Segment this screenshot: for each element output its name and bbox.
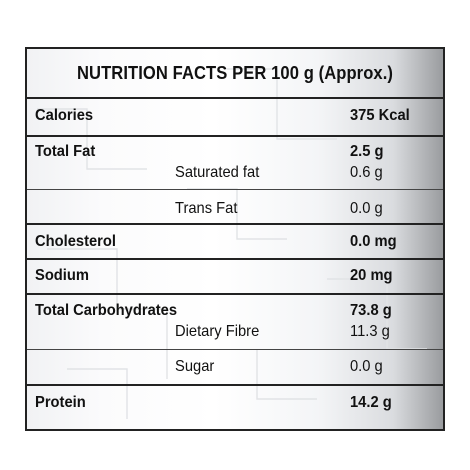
calories-label: Calories (35, 107, 94, 124)
dietary-fibre-value: 11.3 g (350, 323, 390, 340)
divider (27, 258, 443, 260)
sodium-value: 20 mg (350, 267, 393, 284)
total-carbohydrates-label: Total Carbohydrates (35, 302, 178, 319)
protein-value: 14.2 g (350, 394, 392, 411)
sugar-label: Sugar (175, 358, 215, 375)
total-carbohydrates-value: 73.8 g (350, 302, 392, 319)
nutrition-facts-panel: NUTRITION FACTS PER 100 g (Approx.) Calo… (25, 47, 445, 431)
protein-label: Protein (35, 394, 86, 411)
sugar-value: 0.0 g (350, 358, 383, 375)
divider (27, 293, 443, 295)
saturated-fat-value: 0.6 g (350, 164, 383, 181)
cholesterol-label: Cholesterol (35, 233, 116, 250)
table-title: NUTRITION FACTS PER 100 g (Approx.) (76, 62, 394, 83)
divider (27, 97, 443, 99)
dietary-fibre-label: Dietary Fibre (175, 323, 260, 340)
divider (27, 135, 443, 137)
saturated-fat-label: Saturated fat (175, 164, 260, 181)
cholesterol-value: 0.0 mg (350, 233, 397, 250)
trans-fat-label: Trans Fat (175, 200, 238, 217)
divider (27, 189, 443, 190)
trans-fat-value: 0.0 g (350, 200, 383, 217)
calories-value: 375 Kcal (350, 107, 410, 124)
total-fat-value: 2.5 g (350, 143, 384, 160)
sodium-label: Sodium (35, 267, 89, 284)
total-fat-label: Total Fat (35, 143, 96, 160)
divider (27, 384, 443, 386)
divider (27, 349, 443, 350)
divider (27, 223, 443, 225)
